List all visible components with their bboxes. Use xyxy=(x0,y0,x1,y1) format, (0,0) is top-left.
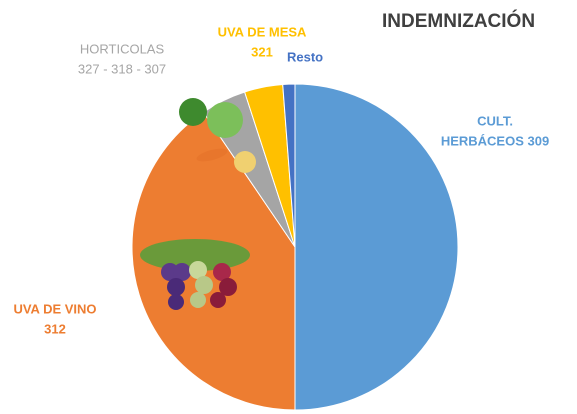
slice-label: HORTICOLAS xyxy=(80,41,165,56)
chart-title: INDEMNIZACIÓN xyxy=(382,10,535,32)
slice-label: 327 - 318 - 307 xyxy=(78,61,166,76)
slice-label: 321 xyxy=(251,44,273,59)
slice-label: 312 xyxy=(44,321,66,336)
pie-slice xyxy=(294,83,459,411)
pie-slice xyxy=(282,83,296,248)
slice-label: UVA DE VINO xyxy=(13,301,96,316)
slice-label: CULT. xyxy=(477,113,513,128)
slice-label: Resto xyxy=(287,49,323,64)
grapes-illustration xyxy=(140,239,250,310)
labels: CULT. HERBÁCEOS 309 UVA DE VINO 312 HORTICOL… xyxy=(13,24,549,336)
slice-label: UVA DE MESA xyxy=(218,24,307,39)
vegetables-illustration xyxy=(179,98,256,173)
slice-label: HERBÁCEOS 309 xyxy=(441,133,549,148)
decoration xyxy=(140,98,256,310)
